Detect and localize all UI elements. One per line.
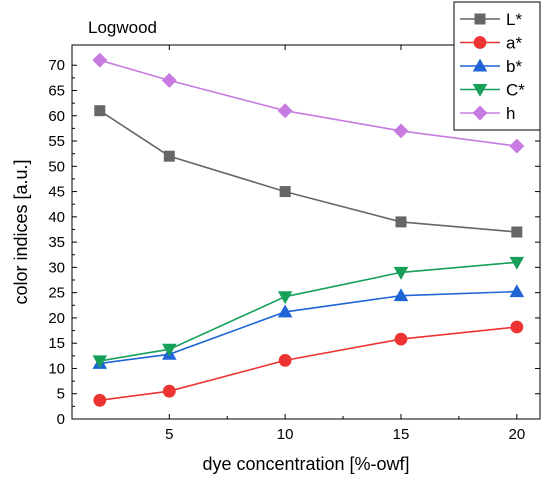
y-tick-label: 5 [57, 386, 65, 403]
data-point [92, 52, 108, 68]
y-tick-label: 20 [48, 310, 65, 327]
legend-label: a* [506, 34, 522, 53]
series-line [99, 290, 517, 365]
data-point [162, 343, 177, 357]
y-tick-label: 45 [48, 184, 65, 201]
series-l-star [94, 105, 523, 238]
legend-item: h [460, 104, 515, 123]
data-point [277, 103, 293, 119]
data-point [278, 353, 292, 367]
legend-marker [474, 13, 486, 25]
data-point [277, 304, 293, 318]
y-tick-label: 50 [48, 158, 65, 175]
y-tick-label: 15 [48, 335, 65, 352]
data-point [277, 291, 293, 305]
data-point [393, 266, 409, 280]
data-point [509, 284, 525, 298]
legend-label: h [506, 104, 515, 123]
data-point [509, 256, 525, 270]
x-tick-label: 5 [165, 426, 173, 443]
legend-marker [472, 58, 488, 72]
data-point [511, 226, 523, 238]
data-point [395, 216, 407, 228]
y-tick-label: 0 [57, 411, 65, 428]
data-point [393, 288, 409, 302]
y-tick-label: 35 [48, 234, 65, 251]
x-axis-label: dye concentration [%-owf] [202, 454, 409, 474]
data-point [163, 150, 175, 162]
y-tick-label: 55 [48, 133, 65, 150]
legend-marker [472, 84, 488, 97]
y-tick-label: 60 [48, 108, 65, 125]
x-tick-label: 15 [393, 426, 410, 443]
data-point [394, 332, 408, 346]
y-tick-label: 40 [48, 209, 65, 226]
legend-label: C* [506, 81, 525, 100]
legend-item: L* [460, 10, 522, 29]
data-point [279, 186, 291, 198]
y-axis: 0 5 10 15 20 25 30 35 40 45 50 55 60 65 70 [48, 57, 540, 428]
series-a-star [93, 320, 524, 407]
data-point [509, 138, 525, 154]
y-tick-label: 30 [48, 259, 65, 276]
series-line [99, 261, 517, 362]
legend-marker [472, 105, 488, 121]
legend-item: a* [460, 34, 522, 53]
data-point [94, 105, 106, 117]
y-tick-label: 70 [48, 57, 65, 74]
x-tick-label: 10 [277, 426, 294, 443]
y-axis-label: color indices [a.u.] [11, 159, 31, 304]
chart-title: Logwood [88, 18, 157, 37]
data-point [92, 355, 108, 369]
data-point [93, 393, 107, 407]
plot-frame [71, 44, 541, 420]
series-line [99, 326, 517, 402]
legend: L* a* b* C* h [453, 1, 541, 131]
x-tick-label: 20 [508, 426, 525, 443]
legend-item: b* [460, 57, 522, 76]
data-point [161, 72, 177, 88]
y-tick-label: 10 [48, 360, 65, 377]
y-tick-label: 25 [48, 285, 65, 302]
series-layer [92, 52, 525, 407]
series-h [92, 52, 525, 154]
y-tick-label: 65 [48, 82, 65, 99]
legend-marker [473, 36, 487, 49]
series-c-star [92, 256, 525, 369]
data-point [162, 384, 176, 398]
legend-label: b* [506, 57, 522, 76]
legend-label: L* [506, 10, 522, 29]
legend-item: C* [460, 81, 525, 100]
data-point [510, 320, 524, 334]
data-point [393, 123, 409, 139]
